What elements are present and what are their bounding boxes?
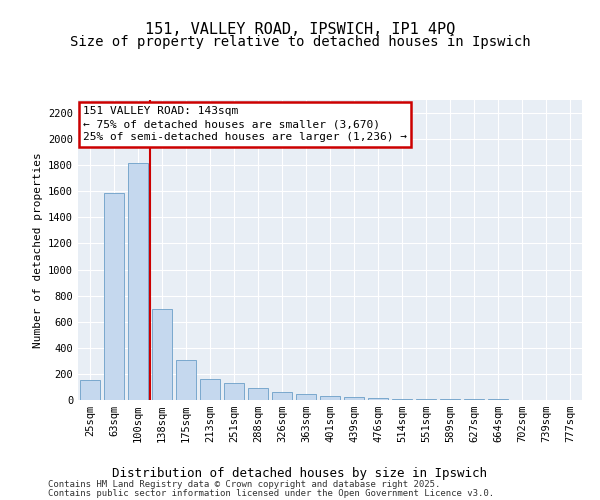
Y-axis label: Number of detached properties: Number of detached properties (32, 152, 43, 348)
Text: 151, VALLEY ROAD, IPSWICH, IP1 4PQ: 151, VALLEY ROAD, IPSWICH, IP1 4PQ (145, 22, 455, 38)
Bar (176, 360, 196, 400)
Bar (296, 394, 316, 400)
Text: Contains public sector information licensed under the Open Government Licence v3: Contains public sector information licen… (48, 489, 494, 498)
Bar (80, 380, 100, 400)
Bar (368, 398, 388, 400)
Bar (248, 388, 268, 400)
Bar (104, 192, 124, 400)
Bar (272, 392, 292, 400)
Bar (392, 398, 412, 400)
Bar (320, 396, 340, 400)
Bar (224, 383, 244, 400)
Bar (152, 308, 172, 400)
Text: 151 VALLEY ROAD: 143sqm
← 75% of detached houses are smaller (3,670)
25% of semi: 151 VALLEY ROAD: 143sqm ← 75% of detache… (83, 106, 407, 142)
Bar (416, 399, 436, 400)
Bar (440, 399, 460, 400)
Text: Size of property relative to detached houses in Ipswich: Size of property relative to detached ho… (70, 35, 530, 49)
Text: Distribution of detached houses by size in Ipswich: Distribution of detached houses by size … (113, 468, 487, 480)
Text: Contains HM Land Registry data © Crown copyright and database right 2025.: Contains HM Land Registry data © Crown c… (48, 480, 440, 489)
Bar (344, 397, 364, 400)
Bar (128, 162, 148, 400)
Bar (200, 379, 220, 400)
